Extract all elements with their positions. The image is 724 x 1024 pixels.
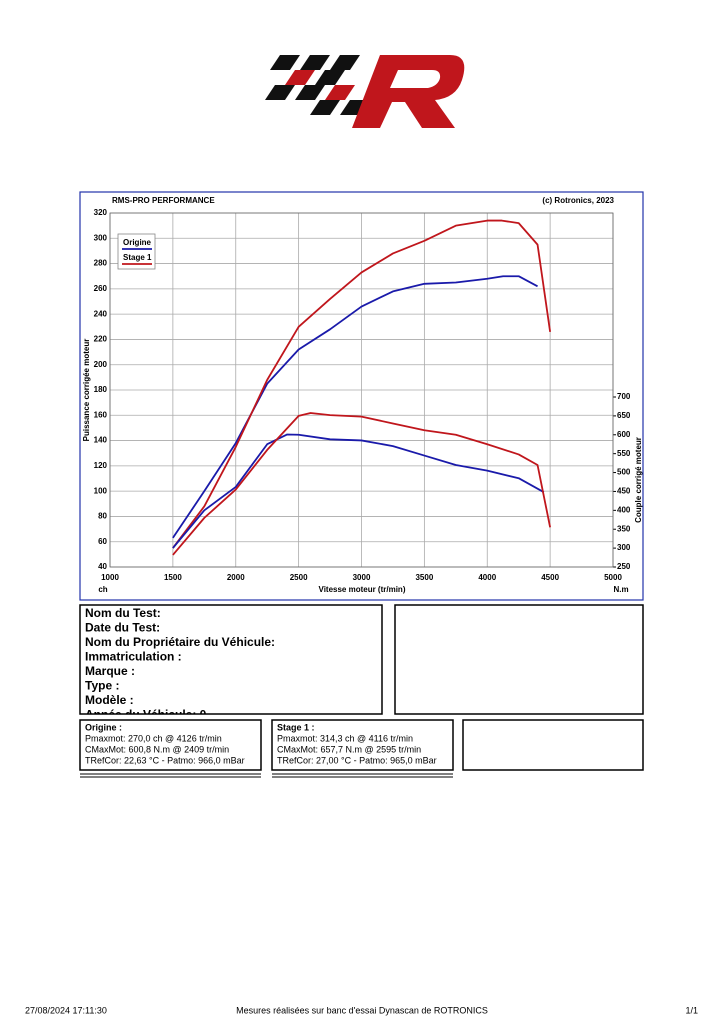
series-line — [172, 275, 538, 539]
x-tick-label: 1500 — [164, 573, 182, 582]
y2-tick-label: 650 — [617, 411, 631, 420]
x-tick-label: 4000 — [478, 573, 496, 582]
result-line: CMaxMot: 657,7 N.m @ 2595 tr/min — [277, 744, 421, 754]
footer-date: 27/08/2024 17:11:30 — [25, 1005, 107, 1015]
form-field: Modèle : — [85, 693, 134, 707]
result-title: Stage 1 : — [277, 722, 315, 732]
result-line: TRefCor: 27,00 °C - Patmo: 965,0 mBar — [277, 755, 437, 765]
x-tick-label: 5000 — [604, 573, 622, 582]
x-tick-label: 4500 — [541, 573, 559, 582]
y2-axis-label: Couple corrigé moteur — [634, 437, 643, 523]
y2-tick-label: 700 — [617, 392, 631, 401]
x-tick-label: 3500 — [415, 573, 433, 582]
footer-page: 1/1 — [685, 1005, 698, 1015]
form-field: Date du Test: — [85, 621, 160, 635]
y-tick-label: 160 — [94, 410, 108, 419]
underlines — [80, 773, 453, 778]
y-tick-label: 80 — [98, 512, 107, 521]
y-tick-label: 60 — [98, 537, 107, 546]
x-tick-label: 2500 — [290, 573, 308, 582]
footer-text: Mesures réalisées sur banc d'essai Dynas… — [236, 1005, 488, 1015]
y-tick-label: 320 — [94, 208, 108, 217]
y-tick-label: 120 — [94, 461, 108, 470]
legend-label: Stage 1 — [123, 253, 152, 262]
series-line — [172, 433, 545, 549]
form-field: Immatriculation : — [85, 650, 182, 664]
result-title: Origine : — [85, 722, 122, 732]
series-line — [172, 412, 552, 556]
y-tick-label: 280 — [94, 259, 108, 268]
y2-tick-label: 500 — [617, 468, 631, 477]
result-box — [79, 719, 262, 771]
y2-tick-label: 450 — [617, 487, 631, 496]
chart-title: RMS-PRO PERFORMANCE — [112, 196, 215, 205]
y2-tick-label: 600 — [617, 430, 631, 439]
y2-unit: N.m — [613, 585, 628, 594]
y-tick-label: 300 — [94, 233, 108, 242]
x-tick-label: 2000 — [227, 573, 245, 582]
x-tick-label: 1000 — [101, 573, 119, 582]
results: Origine :Pmaxmot: 270,0 ch @ 4126 tr/min… — [85, 722, 437, 765]
result-line: Pmaxmot: 314,3 ch @ 4116 tr/min — [277, 733, 413, 743]
y-tick-label: 40 — [98, 562, 107, 571]
y-tick-label: 180 — [94, 385, 108, 394]
y-tick-label: 140 — [94, 436, 108, 445]
x-axis-label: Vitesse moteur (tr/min) — [319, 585, 406, 594]
form-field: Marque : — [85, 664, 135, 678]
logo — [265, 55, 465, 128]
plot: 1000 1500 2000 2500 3000 3500 4000 4500 5000 40 60… — [94, 208, 631, 582]
form-field: Type : — [85, 679, 119, 693]
y-tick-label: 100 — [94, 486, 108, 495]
legend-label: Origine — [123, 238, 152, 247]
plot-border — [109, 212, 614, 568]
y2-tick-label: 300 — [617, 543, 631, 552]
form-field: Nom du Test: — [85, 606, 161, 620]
chart-frame — [79, 191, 644, 601]
empty-box — [462, 719, 644, 771]
series-line — [172, 219, 552, 549]
y2-tick-label: 400 — [617, 505, 631, 514]
y-tick-label: 200 — [94, 360, 108, 369]
y-axis-label: Puissance corrigée moteur — [82, 339, 91, 442]
result-line: CMaxMot: 600,8 N.m @ 2409 tr/min — [85, 744, 229, 754]
y-unit: ch — [98, 585, 107, 594]
y2-tick-label: 550 — [617, 449, 631, 458]
y2-tick-label: 250 — [617, 562, 631, 571]
y-tick-label: 260 — [94, 284, 108, 293]
y-tick-label: 220 — [94, 335, 108, 344]
form-field: Année du Véhicule: 0 — [85, 708, 207, 722]
empty-box — [394, 604, 644, 715]
form: Nom du Test:Date du Test:Nom du Propriét… — [85, 606, 275, 722]
copyright: (c) Rotronics, 2023 — [542, 196, 614, 205]
x-tick-label: 3000 — [353, 573, 371, 582]
y-tick-label: 240 — [94, 309, 108, 318]
y2-tick-label: 350 — [617, 524, 631, 533]
result-line: TRefCor: 22,63 °C - Patmo: 966,0 mBar — [85, 755, 245, 765]
form-field: Nom du Propriétaire du Véhicule: — [85, 635, 275, 649]
form-box — [79, 604, 383, 715]
result-line: Pmaxmot: 270,0 ch @ 4126 tr/min — [85, 733, 222, 743]
result-box — [271, 719, 454, 771]
